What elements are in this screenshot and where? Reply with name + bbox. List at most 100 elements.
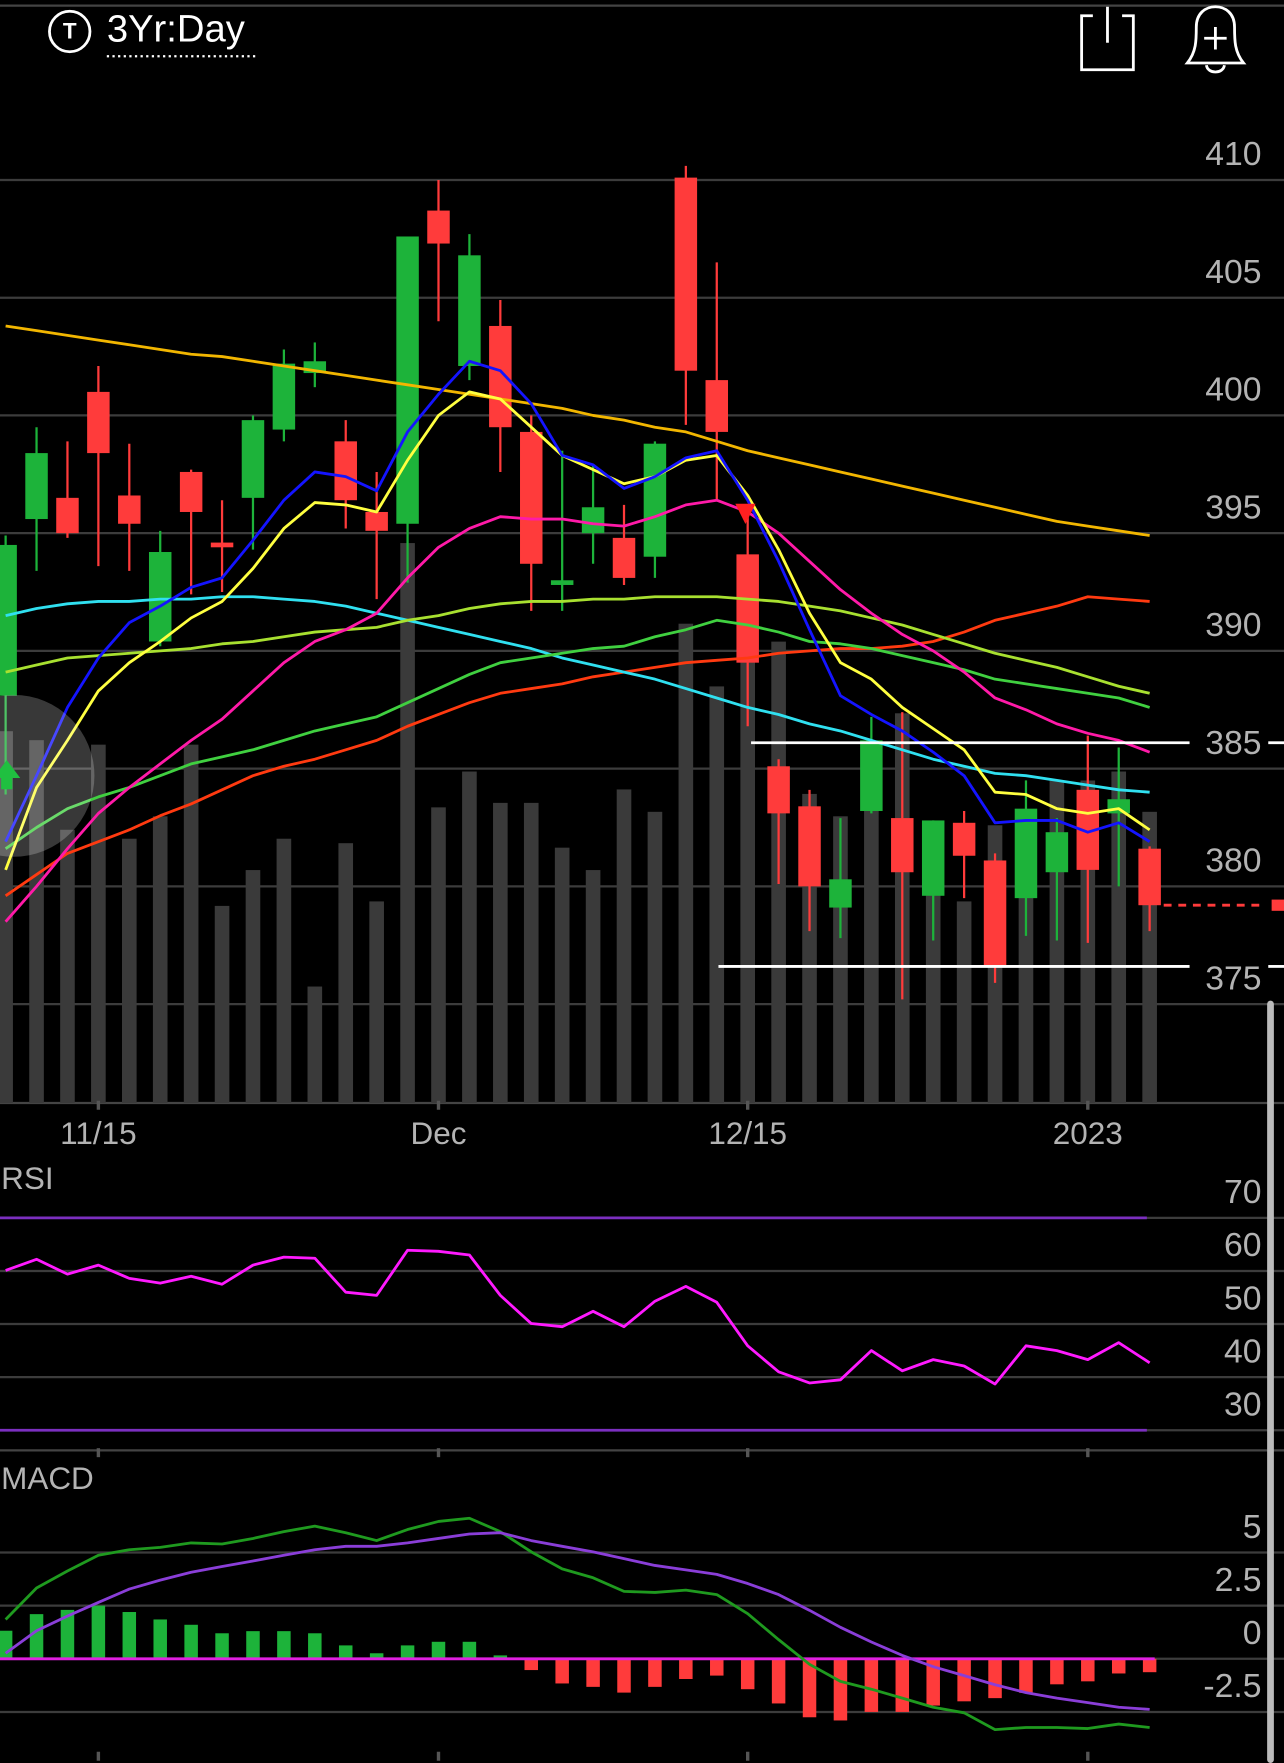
volume-bar <box>925 870 941 1103</box>
volume-bar <box>91 744 106 1103</box>
x-tick-label: 11/15 <box>60 1116 136 1151</box>
volume-bar <box>523 802 539 1103</box>
y-tick-label: 395 <box>1205 488 1261 526</box>
histogram-bar <box>771 1658 786 1704</box>
histogram-bar <box>0 1630 13 1659</box>
volume-bar <box>245 870 261 1103</box>
candle-body <box>458 255 481 366</box>
volume-bar <box>0 731 13 1103</box>
volume-bar <box>647 811 663 1103</box>
histogram-bar <box>493 1655 508 1659</box>
candle-body <box>87 391 110 454</box>
histogram-bar <box>710 1658 724 1676</box>
candle-body <box>798 806 821 887</box>
alert-button[interactable] <box>1184 5 1247 74</box>
histogram-bar <box>802 1658 817 1718</box>
moving-average <box>4 498 1151 923</box>
candle-body <box>983 860 1007 967</box>
candle-body <box>489 325 512 428</box>
y-tick-label: 410 <box>1205 135 1261 173</box>
volume-bar <box>400 543 415 1103</box>
candle-body <box>272 363 296 430</box>
candle-body <box>952 822 976 856</box>
candle-body <box>0 544 17 696</box>
histogram-bar <box>524 1658 538 1671</box>
volume-bar <box>369 901 384 1103</box>
histogram-bar <box>957 1658 971 1702</box>
histogram-bar <box>555 1658 569 1684</box>
candle-body <box>860 740 883 812</box>
histogram-bar <box>988 1658 1002 1699</box>
volume-bar <box>554 847 570 1103</box>
volume-bar <box>60 829 75 1103</box>
candle-body <box>427 210 450 244</box>
histogram-bar <box>91 1605 106 1659</box>
candle-body <box>148 552 172 642</box>
bell <box>1184 5 1247 65</box>
histogram-bar <box>679 1658 693 1679</box>
volume-bar <box>678 623 694 1103</box>
candle-body <box>1076 789 1100 870</box>
candle-body <box>674 177 698 371</box>
indicator-line <box>4 1516 1150 1732</box>
share-box <box>1080 14 1135 72</box>
candle-body <box>179 471 203 512</box>
candle-body <box>643 443 667 557</box>
candle-body <box>118 495 141 524</box>
histogram-bar <box>864 1658 879 1712</box>
histogram-bar <box>833 1658 848 1721</box>
volume-bar <box>462 771 477 1103</box>
volume-bar <box>121 838 137 1103</box>
ticker-icon[interactable] <box>48 9 92 54</box>
histogram-bar <box>184 1624 198 1659</box>
candle-body <box>210 542 234 548</box>
histogram-bar <box>29 1614 44 1659</box>
indicator-line <box>5 1248 1151 1386</box>
volume-bar <box>956 901 972 1103</box>
y-tick-label: 5 <box>1243 1508 1262 1546</box>
histogram-bar <box>1050 1658 1064 1685</box>
y-tick-label: 40 <box>1224 1332 1262 1370</box>
y-tick-label: 400 <box>1205 371 1261 409</box>
bell-clapper <box>1205 64 1226 74</box>
ticker-icon-letter: T <box>63 19 77 44</box>
panel-title: MACD <box>1 1461 94 1496</box>
y-tick-label: 375 <box>1205 959 1261 997</box>
histogram-bar <box>926 1658 940 1706</box>
moving-average <box>5 324 1150 537</box>
volume-bar <box>740 655 755 1103</box>
candle-body <box>550 580 574 585</box>
volume-bar <box>183 744 199 1103</box>
touch-indicator <box>0 694 95 857</box>
range-selector[interactable]: 3Yr:Day <box>107 8 246 51</box>
histogram-bar <box>369 1653 384 1659</box>
candle-body <box>767 766 790 814</box>
volume-bar <box>864 744 879 1103</box>
volume-bar <box>152 816 168 1103</box>
volume-bar <box>709 686 725 1103</box>
candle-body <box>705 380 729 432</box>
volume-bar <box>1111 771 1127 1103</box>
histogram-bar <box>400 1645 415 1659</box>
y-tick-label: 60 <box>1224 1226 1262 1264</box>
volume-bar <box>214 905 230 1103</box>
candle-body <box>891 818 914 873</box>
volume-bar <box>493 802 508 1103</box>
scrollbar[interactable] <box>1267 1000 1274 1763</box>
histogram-bar <box>153 1619 167 1659</box>
candle-body <box>303 361 327 374</box>
y-tick-label: 385 <box>1205 724 1261 762</box>
share-button[interactable] <box>1080 6 1135 72</box>
moving-average <box>4 390 1151 871</box>
candle-body <box>241 420 265 498</box>
candle-body <box>1138 848 1161 906</box>
y-tick-label: 50 <box>1224 1279 1262 1317</box>
histogram-bar <box>122 1612 137 1659</box>
candle-body <box>829 879 852 908</box>
last-price-marker <box>1271 899 1284 911</box>
candle-body <box>612 537 636 578</box>
x-tick-label: Dec <box>411 1116 467 1151</box>
